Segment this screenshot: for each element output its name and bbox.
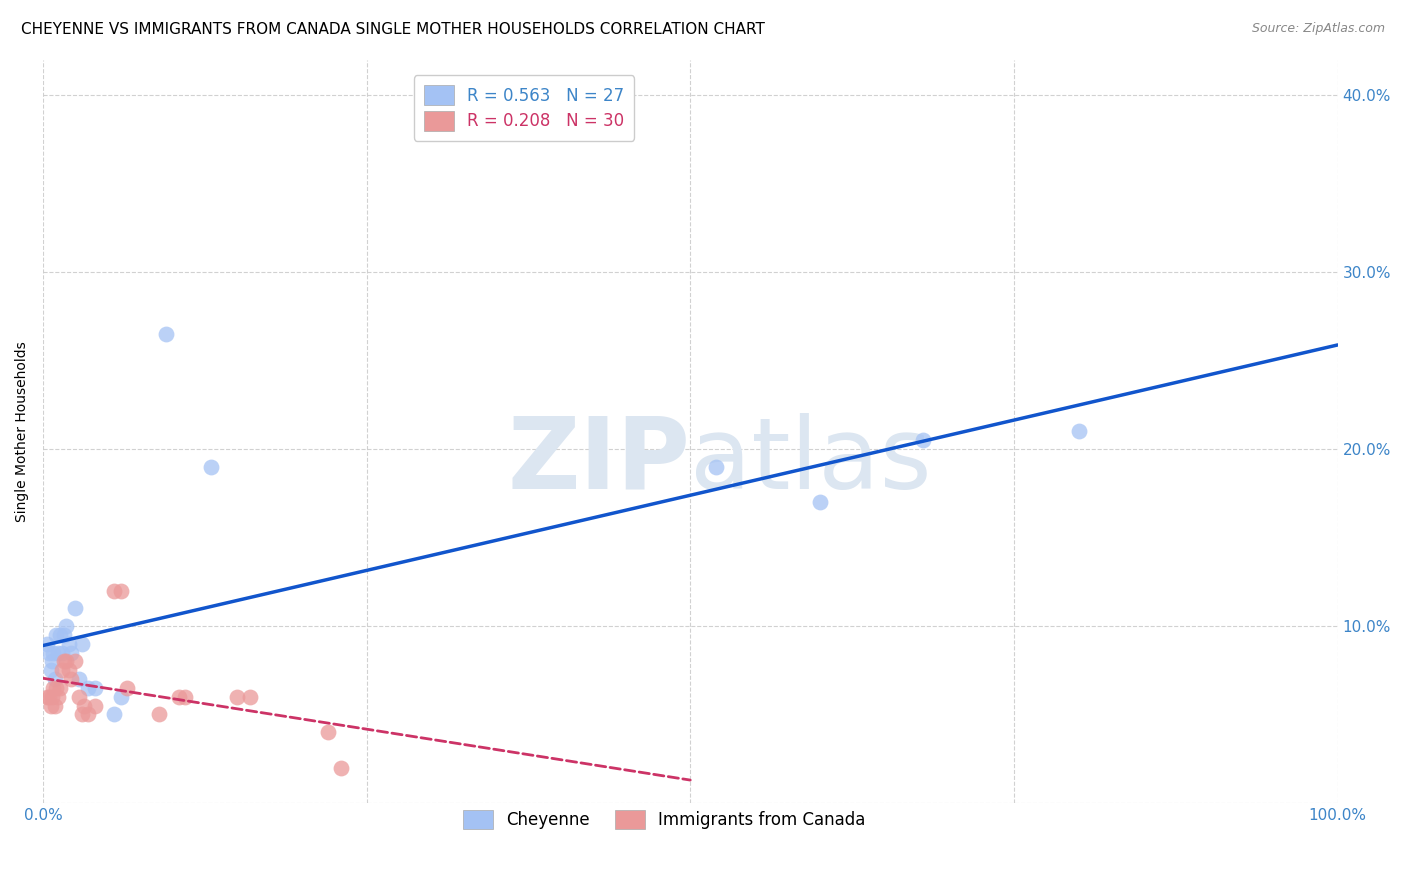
- Point: [65, 654, 87, 668]
- Point: [58, 637, 80, 651]
- Text: ZIP: ZIP: [508, 412, 690, 509]
- Point: [226, 690, 249, 704]
- Point: [48, 628, 70, 642]
- Point: [39, 698, 62, 713]
- Point: [35, 690, 58, 704]
- Point: [808, 495, 831, 509]
- Point: [83, 681, 105, 695]
- Point: [51, 663, 73, 677]
- Point: [103, 707, 125, 722]
- Point: [42, 646, 65, 660]
- Point: [148, 707, 170, 722]
- Point: [44, 672, 66, 686]
- Y-axis label: Single Mother Households: Single Mother Households: [15, 341, 30, 522]
- Text: Source: ZipAtlas.com: Source: ZipAtlas.com: [1251, 22, 1385, 36]
- Point: [48, 681, 70, 695]
- Point: [67, 690, 90, 704]
- Point: [45, 628, 67, 642]
- Point: [60, 672, 83, 686]
- Point: [167, 690, 190, 704]
- Legend: Cheyenne, Immigrants from Canada: Cheyenne, Immigrants from Canada: [457, 803, 872, 836]
- Point: [77, 681, 100, 695]
- Point: [200, 459, 222, 474]
- Point: [77, 707, 100, 722]
- Point: [155, 326, 177, 341]
- Point: [60, 646, 83, 660]
- Point: [48, 646, 70, 660]
- Point: [83, 698, 105, 713]
- Point: [103, 583, 125, 598]
- Point: [110, 583, 132, 598]
- Point: [41, 654, 63, 668]
- Point: [35, 637, 58, 651]
- Point: [38, 690, 60, 704]
- Point: [45, 681, 67, 695]
- Point: [52, 628, 75, 642]
- Point: [42, 681, 65, 695]
- Point: [70, 707, 93, 722]
- Point: [115, 681, 138, 695]
- Point: [38, 646, 60, 660]
- Text: CHEYENNE VS IMMIGRANTS FROM CANADA SINGLE MOTHER HOUSEHOLDS CORRELATION CHART: CHEYENNE VS IMMIGRANTS FROM CANADA SINGL…: [21, 22, 765, 37]
- Point: [70, 637, 93, 651]
- Point: [48, 690, 70, 704]
- Point: [912, 433, 935, 447]
- Point: [239, 690, 262, 704]
- Point: [65, 601, 87, 615]
- Point: [1067, 424, 1090, 438]
- Point: [58, 663, 80, 677]
- Point: [329, 760, 352, 774]
- Point: [39, 663, 62, 677]
- Point: [55, 619, 77, 633]
- Point: [316, 725, 339, 739]
- Point: [52, 654, 75, 668]
- Point: [41, 690, 63, 704]
- Point: [67, 672, 90, 686]
- Point: [51, 646, 73, 660]
- Point: [174, 690, 197, 704]
- Text: atlas: atlas: [690, 412, 932, 509]
- Point: [73, 698, 96, 713]
- Point: [55, 654, 77, 668]
- Point: [44, 698, 66, 713]
- Point: [704, 459, 727, 474]
- Point: [110, 690, 132, 704]
